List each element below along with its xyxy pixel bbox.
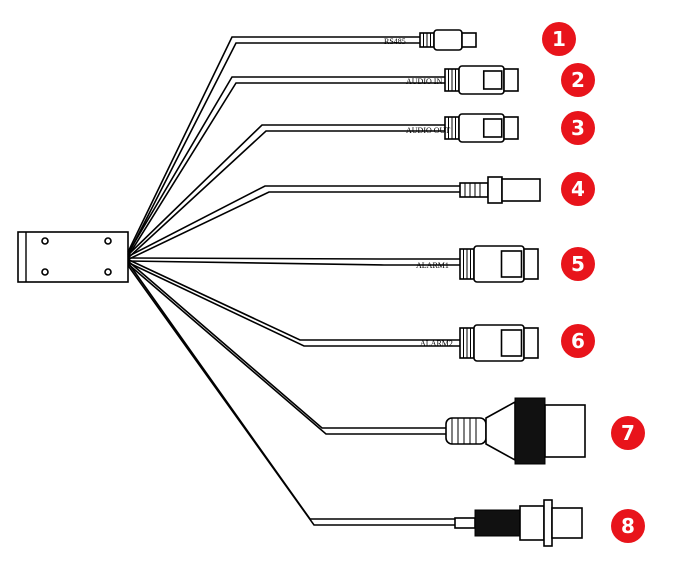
dc-power-connector bbox=[459, 176, 541, 204]
audio-out-connector bbox=[444, 113, 519, 143]
callout-number: 3 bbox=[571, 116, 585, 140]
callout-number: 2 bbox=[571, 68, 585, 92]
callout-number: 7 bbox=[621, 421, 635, 445]
cable-1 bbox=[127, 36, 425, 256]
cable-8 bbox=[127, 262, 460, 526]
cables bbox=[127, 36, 460, 526]
alarm1-connector bbox=[459, 245, 539, 283]
callout-number: 5 bbox=[571, 252, 585, 276]
callouts: 12 3 4 5 6 7 8 bbox=[542, 22, 645, 543]
aviation-connector bbox=[454, 499, 583, 547]
label-alarm2: ALARM2 bbox=[420, 339, 453, 348]
alarm2-connector bbox=[459, 324, 539, 362]
rj45-connector bbox=[445, 397, 586, 465]
label-alarm1: ALARM1 bbox=[416, 261, 449, 270]
audio-in-connector bbox=[444, 65, 519, 95]
connectors bbox=[419, 29, 586, 547]
cable-6 bbox=[127, 258, 460, 347]
callout-number: 1 bbox=[552, 27, 566, 51]
cable-4 bbox=[127, 185, 460, 261]
callout-number: 8 bbox=[621, 514, 635, 538]
mounting-plate bbox=[17, 231, 129, 283]
cable-5 bbox=[127, 257, 460, 266]
callout-6: 6 bbox=[561, 324, 595, 358]
rs485-connector bbox=[419, 29, 477, 51]
cable-3 bbox=[127, 124, 445, 259]
callout-7: 7 bbox=[611, 416, 645, 450]
callout-5: 5 bbox=[561, 247, 595, 281]
callout-2: 2 bbox=[561, 63, 595, 97]
label-audio-out: AUDIO OUT bbox=[406, 126, 450, 135]
callout-number: 6 bbox=[571, 329, 585, 353]
callout-4: 4 bbox=[561, 172, 595, 206]
callout-3: 3 bbox=[561, 111, 595, 145]
callout-8: 8 bbox=[611, 509, 645, 543]
cable-2 bbox=[127, 76, 445, 257]
callout-1: 1 bbox=[542, 22, 576, 56]
label-rs485: RS485 bbox=[384, 37, 406, 46]
callout-number: 4 bbox=[571, 177, 585, 201]
label-audio-in: AUDIO IN bbox=[406, 77, 442, 86]
cable-7 bbox=[127, 260, 448, 435]
